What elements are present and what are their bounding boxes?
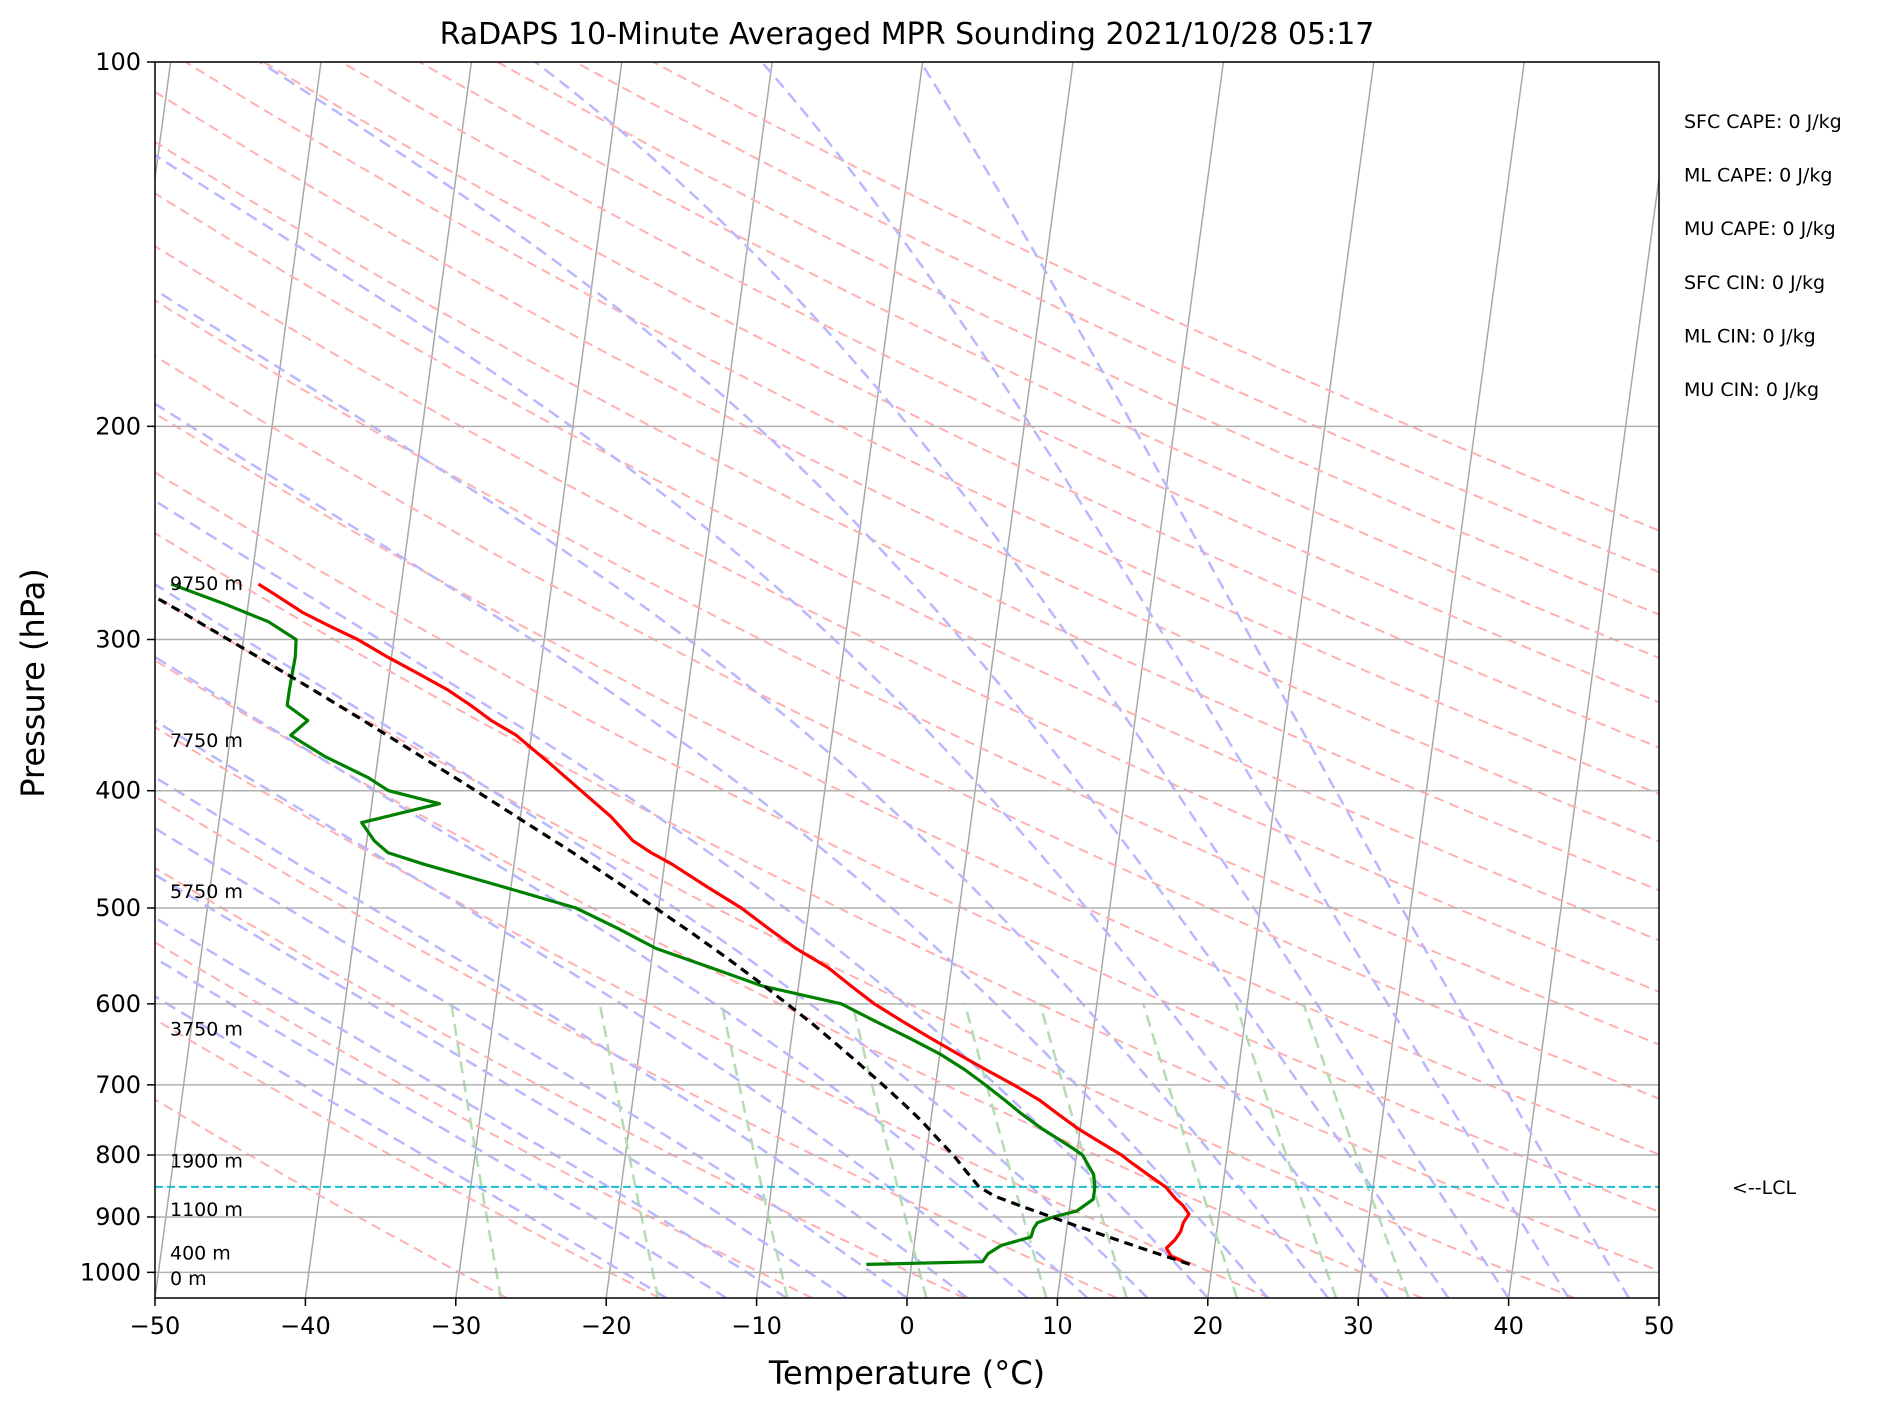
x-axis-label: Temperature (°C) <box>768 1354 1045 1392</box>
height-label: 1100 m <box>170 1199 243 1221</box>
moist-adiabat <box>534 62 1510 1298</box>
mixing-ratio-line <box>1038 1003 1128 1298</box>
height-label: 9750 m <box>170 573 243 595</box>
cape-cin-text: ML CIN: 0 J/kg <box>1684 325 1816 347</box>
height-label: 3750 m <box>170 1019 243 1041</box>
temperature-line <box>257 582 1191 1266</box>
cape-cin-text: ML CAPE: 0 J/kg <box>1684 165 1832 187</box>
y-axis-ticks: 100 200 300 400 500 600 700 800 900 1000 <box>80 48 155 1286</box>
series-lines <box>155 582 1191 1266</box>
moist-adiabat <box>155 916 788 1298</box>
height-labels: 0 m 400 m 1100 m 1900 m 3750 m 5750 m 7750 m 97… <box>170 573 243 1290</box>
cape-cin-text: SFC CAPE: 0 J/kg <box>1684 111 1842 133</box>
height-label: 5750 m <box>170 881 243 903</box>
x-tick-label: 50 <box>1644 1312 1675 1340</box>
pressure-gridlines <box>155 62 1659 1274</box>
moist-adiabat <box>760 62 1570 1298</box>
y-tick-label: 1000 <box>80 1258 141 1286</box>
x-tick-label: 30 <box>1343 1312 1374 1340</box>
mixing-ratio-line <box>1302 1003 1410 1298</box>
x-tick-label: −40 <box>280 1312 331 1340</box>
dry-adiabat <box>155 90 1659 843</box>
moist-adiabat <box>155 288 1330 1298</box>
dry-adiabat <box>155 1098 508 1298</box>
dry-adiabat <box>155 299 1659 1046</box>
parcel-line <box>155 595 1191 1266</box>
cape-cin-annotations: SFC CAPE: 0 J/kg ML CAPE: 0 J/kg MU CAPE: … <box>1684 111 1842 401</box>
y-tick-label: 800 <box>95 1141 141 1169</box>
y-tick-label: 100 <box>95 48 141 76</box>
dry-adiabat <box>155 192 1659 942</box>
isotherm-line <box>1056 62 1225 1298</box>
mixing-ratio-line <box>963 1003 1048 1298</box>
dry-adiabat <box>155 354 1659 1100</box>
height-label: 0 m <box>170 1268 207 1290</box>
y-tick-label: 500 <box>95 894 141 922</box>
mixing-ratio-line <box>1234 1003 1338 1298</box>
x-tick-label: 0 <box>899 1312 914 1340</box>
lcl-label: <--LCL <box>1732 1177 1796 1199</box>
isotherm-line <box>1507 172 1659 1298</box>
isotherm-line <box>1357 62 1525 1298</box>
x-tick-label: −10 <box>731 1312 782 1340</box>
dry-adiabat <box>155 1018 661 1298</box>
x-tick-label: −20 <box>581 1312 632 1340</box>
moist-adiabat <box>155 499 1209 1298</box>
isotherm-line <box>304 62 473 1298</box>
x-tick-label: 20 <box>1193 1312 1224 1340</box>
mixing-ratio-line <box>1142 1003 1239 1298</box>
moist-adiabat <box>919 62 1630 1298</box>
isotherm-line <box>906 62 1074 1298</box>
isotherm-line <box>605 62 773 1298</box>
moist-adiabat <box>258 62 1450 1298</box>
x-tick-label: −50 <box>130 1312 181 1340</box>
moist-adiabat <box>155 873 848 1298</box>
height-label: 400 m <box>170 1243 231 1265</box>
cape-cin-text: MU CAPE: 0 J/kg <box>1684 218 1836 240</box>
x-axis-ticks: −50 −40 −30 −20 −10 0 10 20 30 40 50 <box>130 1298 1675 1340</box>
y-tick-label: 300 <box>95 625 141 653</box>
y-tick-label: 400 <box>95 777 141 805</box>
mixing-ratio-line <box>450 1003 503 1298</box>
x-tick-label: 40 <box>1493 1312 1524 1340</box>
y-tick-label: 600 <box>95 990 141 1018</box>
moist-adiabat <box>155 153 1390 1298</box>
height-label: 7750 m <box>170 730 243 752</box>
dewpoint-line <box>170 582 1097 1266</box>
y-axis-label: Pressure (hPa) <box>14 568 52 798</box>
moist-adiabat <box>155 655 1089 1298</box>
dry-adiabat <box>155 795 1118 1298</box>
dry-adiabat <box>155 659 1423 1298</box>
moist-adiabat <box>155 583 1149 1298</box>
dry-adiabat <box>184 62 1659 796</box>
mixing-ratio-line <box>720 1003 789 1298</box>
dry-adiabat <box>340 62 1659 704</box>
isotherm-line <box>455 62 623 1298</box>
cape-cin-text: MU CIN: 0 J/kg <box>1684 379 1819 401</box>
x-tick-label: −30 <box>430 1312 481 1340</box>
height-label: 1900 m <box>170 1151 243 1173</box>
moist-adiabat <box>155 775 968 1298</box>
mixing-ratio-line <box>851 1003 928 1298</box>
y-tick-label: 700 <box>95 1071 141 1099</box>
background-lines <box>155 62 1659 1298</box>
mixing-ratio-line <box>598 1003 660 1298</box>
cape-cin-text: SFC CIN: 0 J/kg <box>1684 272 1825 294</box>
dry-adiabat <box>262 62 1659 749</box>
moist-adiabat <box>155 956 728 1298</box>
isotherm-line <box>155 62 322 1298</box>
y-tick-label: 900 <box>95 1203 141 1231</box>
dry-adiabat <box>155 471 1659 1213</box>
dry-adiabat <box>155 140 1659 892</box>
dry-adiabat <box>155 866 966 1298</box>
moist-adiabat <box>155 719 1029 1298</box>
y-tick-label: 200 <box>95 412 141 440</box>
x-tick-label: 10 <box>1042 1312 1073 1340</box>
dry-adiabat <box>155 245 1659 993</box>
chart-title: RaDAPS 10-Minute Averaged MPR Sounding 2… <box>440 17 1375 52</box>
